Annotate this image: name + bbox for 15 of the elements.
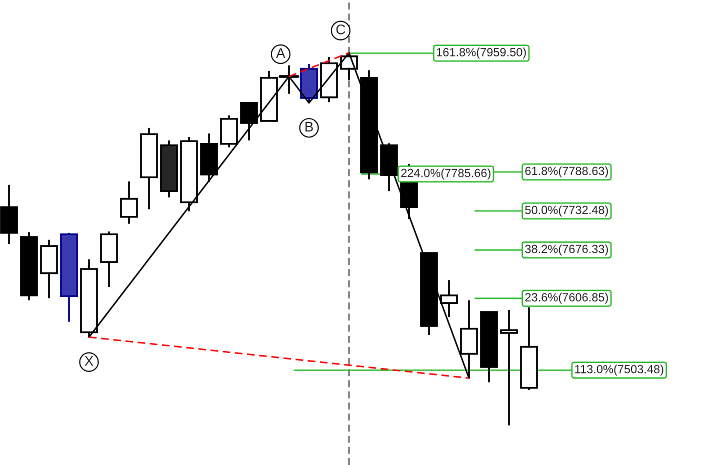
candlestick [440,279,458,318]
data-label: B [306,122,313,132]
data-label: X [84,356,94,366]
ref-line-label: 224.0%(7785.66) [401,168,490,180]
data-label: A [276,48,286,58]
ref-line-label: 23.6%(7606.85) [525,292,608,304]
candlestick [500,309,518,426]
candlestick [120,180,138,225]
ref-line-label: 113.0%(7503.48) [575,364,664,376]
candlestick [240,102,258,142]
data-label: C [336,24,346,34]
ref-line-label: 61.8%(7788.63) [525,166,608,178]
ref-line-label: 50.0%(7732.48) [525,205,608,216]
ref-line-label: 38.2%(7676.33) [525,244,608,256]
ref-line-label: 161.8%(7959.50) [436,48,526,59]
